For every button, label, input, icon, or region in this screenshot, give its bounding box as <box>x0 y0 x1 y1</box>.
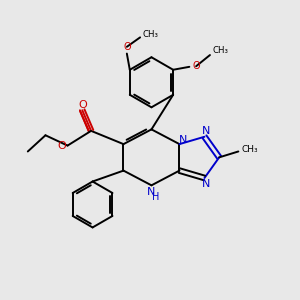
Text: N: N <box>202 126 210 136</box>
Text: O: O <box>78 100 87 110</box>
Text: O: O <box>57 141 66 151</box>
Text: CH₃: CH₃ <box>142 30 158 39</box>
Text: O: O <box>192 61 200 71</box>
Text: CH₃: CH₃ <box>242 145 258 154</box>
Text: O: O <box>123 42 131 52</box>
Text: CH₃: CH₃ <box>212 46 228 55</box>
Text: N: N <box>179 135 187 145</box>
Text: H: H <box>152 192 159 202</box>
Text: N: N <box>147 187 155 197</box>
Text: N: N <box>202 179 210 190</box>
